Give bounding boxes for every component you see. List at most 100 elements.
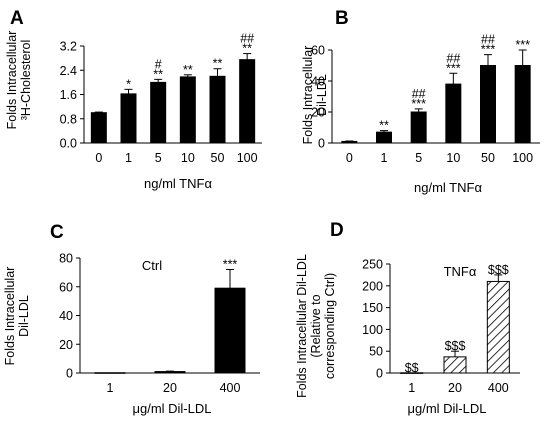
- y-axis-label: Folds Intracellular Dil-LDL (Relative to…: [295, 254, 337, 398]
- x-tick-label: 1: [107, 381, 114, 395]
- y-axis-label-line: Dil-LDL: [315, 74, 329, 116]
- panel-b: B Folds Intracellular Dil-LDL ng/ml TNFα…: [301, 8, 540, 195]
- y-tick-label: 0: [376, 367, 383, 381]
- condition-label: TNFα: [444, 264, 477, 279]
- significance-label: **: [153, 67, 163, 81]
- panel-letter: B: [335, 8, 349, 29]
- y-axis-label-line: Folds Intracellular Dil-LDL: [295, 254, 309, 398]
- x-tick-label: 5: [415, 151, 422, 165]
- x-tick-label: 1: [381, 151, 388, 165]
- significance-label: ##: [240, 32, 254, 46]
- y-tick-label: 150: [362, 301, 383, 315]
- bar: [214, 287, 246, 374]
- x-axis-label: μg/ml Dil-LDL: [407, 401, 486, 416]
- significance-label: **: [213, 57, 223, 71]
- bar: [480, 65, 496, 144]
- significance-label: $$$: [488, 263, 509, 277]
- panel-a: A Folds Intracellular ³H-Cholesterol ng/…: [5, 8, 262, 191]
- y-tick-label: 0.0: [60, 137, 77, 151]
- panel-letter: D: [330, 220, 344, 241]
- x-tick-label: 10: [181, 151, 195, 165]
- y-tick-label: 0.8: [60, 112, 77, 126]
- y-tick-label: 20: [59, 338, 73, 352]
- x-tick-label: 0: [346, 151, 353, 165]
- x-tick-label: 0: [95, 151, 102, 165]
- y-axis-label-line: Dil-LDL: [17, 295, 31, 337]
- significance-label: ***: [515, 38, 530, 52]
- bar: [341, 140, 358, 144]
- x-tick-label: 5: [155, 151, 162, 165]
- x-tick-label: 100: [237, 151, 258, 165]
- y-axis-label-line: Folds Intracellular: [3, 267, 17, 366]
- significance-label: ***: [446, 61, 461, 75]
- significance-label: #: [155, 57, 162, 71]
- y-axis-label-line: ³H-Cholesterol: [19, 40, 33, 121]
- bar: [410, 111, 427, 144]
- bar: [94, 372, 126, 374]
- bar: [514, 65, 531, 144]
- x-tick-label: 50: [211, 151, 225, 165]
- x-tick-label: 400: [488, 381, 509, 395]
- y-tick-label: 100: [362, 323, 383, 337]
- significance-label: **: [242, 42, 252, 56]
- significance-label: $$$: [445, 339, 466, 353]
- y-tick-label: 200: [362, 279, 383, 293]
- bar: [120, 93, 137, 144]
- bar: [179, 76, 196, 144]
- bar: [400, 372, 424, 374]
- bar: [376, 131, 392, 144]
- significance-label: $$: [405, 361, 419, 375]
- x-tick-label: 10: [446, 151, 460, 165]
- condition-label: Ctrl: [142, 258, 162, 273]
- y-tick-label: 2.4: [60, 64, 77, 78]
- bar: [154, 371, 186, 374]
- significance-label: ***: [481, 43, 496, 57]
- y-tick-label: 60: [59, 280, 73, 294]
- x-tick-label: 400: [220, 381, 241, 395]
- significance-label: ##: [481, 33, 495, 47]
- panel-letter: A: [10, 8, 24, 29]
- x-axis-label: ng/ml TNFα: [144, 176, 212, 191]
- y-axis-label: Folds Intracellular Dil-LDL: [301, 46, 329, 145]
- x-tick-label: 20: [163, 381, 177, 395]
- panel-d: D Folds Intracellular Dil-LDL (Relative …: [295, 220, 520, 416]
- x-axis-label: ng/ml TNFα: [414, 180, 482, 195]
- x-tick-label: 100: [512, 151, 533, 165]
- y-axis-label-line: (Relative to: [309, 294, 323, 357]
- significance-label: ***: [223, 258, 238, 272]
- y-tick-label: 1.6: [60, 88, 77, 102]
- bar: [209, 75, 226, 144]
- y-axis-label: Folds Intracellular ³H-Cholesterol: [5, 31, 33, 130]
- x-tick-label: 20: [448, 381, 462, 395]
- y-tick-label: 20: [311, 106, 325, 120]
- panel-c: C Folds Intracellular Dil-LDL μg/ml Dil-…: [3, 222, 260, 416]
- y-tick-label: 40: [59, 309, 73, 323]
- x-axis-label: μg/ml Dil-LDL: [132, 401, 211, 416]
- y-tick-label: 250: [362, 258, 383, 272]
- bar: [445, 83, 462, 144]
- x-tick-label: 50: [481, 151, 495, 165]
- significance-label: *: [126, 77, 131, 91]
- bar: [486, 280, 510, 374]
- y-axis-label-line: corresponding Ctrl): [323, 273, 337, 379]
- panel-letter: C: [50, 222, 64, 243]
- bar: [239, 59, 256, 144]
- y-tick-label: 80: [59, 252, 73, 266]
- y-tick-label: 60: [311, 44, 325, 58]
- y-axis-label-line: Folds Intracellular: [5, 31, 19, 130]
- y-tick-label: 0: [66, 367, 73, 381]
- y-axis-label-line: Folds Intracellular: [301, 46, 315, 145]
- bar: [90, 112, 107, 144]
- bar: [150, 81, 167, 144]
- y-tick-label: 3.2: [60, 40, 77, 54]
- bar: [443, 356, 467, 374]
- significance-label: **: [183, 63, 193, 77]
- x-tick-label: 1: [125, 151, 132, 165]
- significance-label: ##: [412, 87, 426, 101]
- significance-label: ***: [411, 97, 426, 111]
- significance-label: **: [379, 119, 389, 133]
- x-tick-label: 1: [408, 381, 415, 395]
- significance-label: ##: [446, 51, 460, 65]
- y-tick-label: 50: [369, 345, 383, 359]
